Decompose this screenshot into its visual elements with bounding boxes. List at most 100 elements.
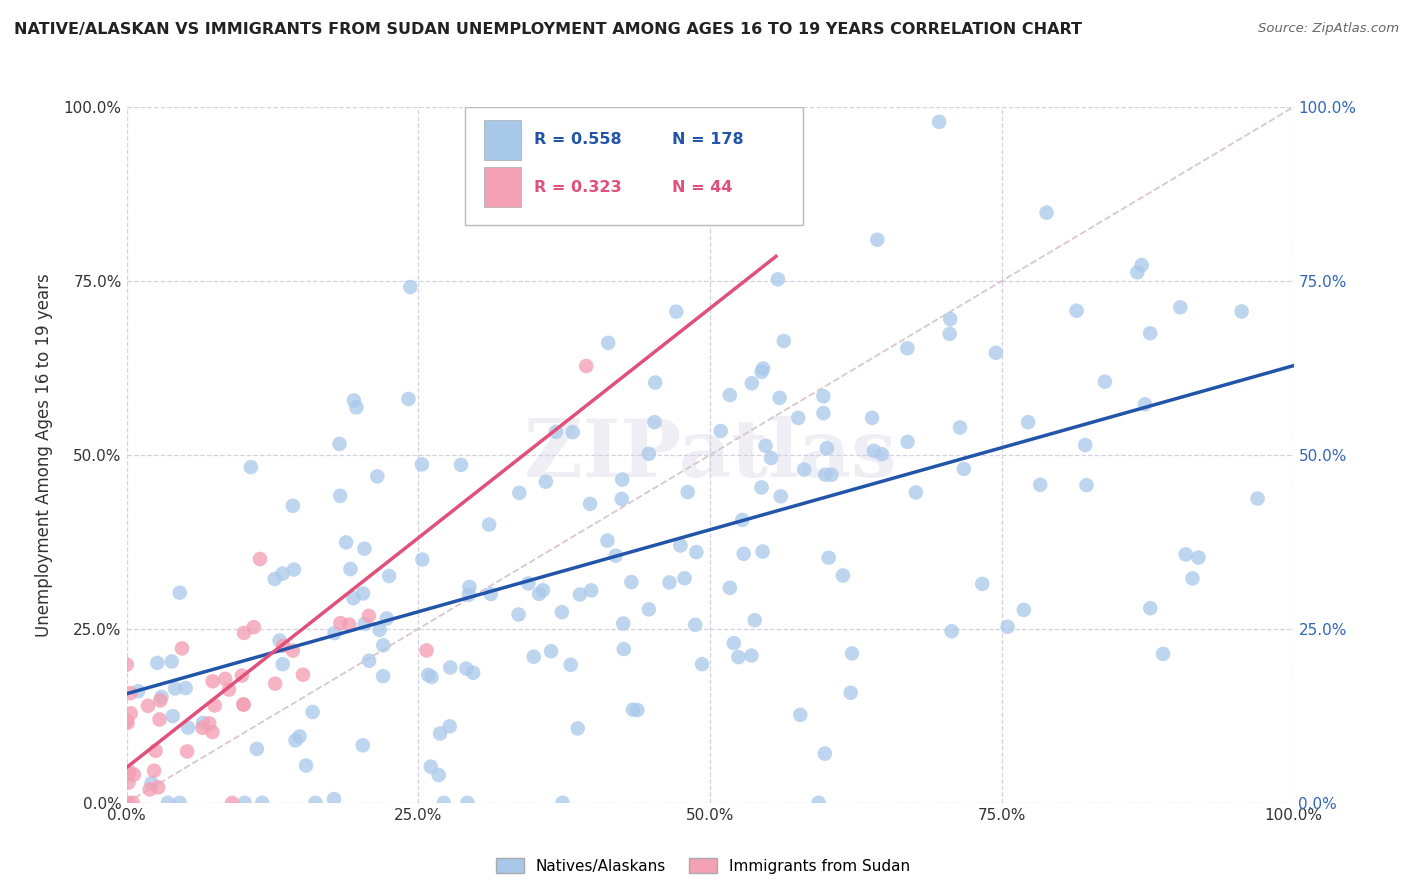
Point [568,587,591,601]
Point [596,533,619,548]
Point [1029,477,1052,491]
Point [579,583,602,598]
Point [398,392,420,406]
Point [281,643,304,657]
Point [839,686,862,700]
Point [815,442,838,456]
Point [685,545,707,559]
Point [458,580,481,594]
Point [344,401,367,415]
Point [710,424,733,438]
Point [626,703,648,717]
Point [479,587,502,601]
Point [860,410,883,425]
Point [1152,647,1174,661]
Point [368,623,391,637]
Point [544,425,567,439]
Point [117,775,139,789]
Point [169,796,191,810]
Point [139,782,162,797]
Point [233,796,256,810]
Point [162,709,184,723]
Text: R = 0.558: R = 0.558 [534,132,621,147]
Point [605,549,627,563]
Point [427,768,450,782]
Point [820,467,842,482]
Point [612,473,634,487]
Point [817,550,839,565]
Point [508,486,530,500]
Point [271,657,294,672]
Point [176,744,198,758]
Point [939,312,962,326]
Point [233,626,256,640]
Point [352,739,374,753]
Point [523,649,546,664]
Point [335,535,357,549]
Point [793,462,815,476]
Point [399,280,422,294]
Point [141,776,163,790]
Point [242,620,264,634]
Point [1066,303,1088,318]
Point [252,796,274,810]
Point [1094,375,1116,389]
Point [456,796,478,810]
Point [866,233,889,247]
Point [685,618,707,632]
Point [411,552,433,566]
Point [1133,397,1156,411]
Point [1076,478,1098,492]
Point [752,361,775,376]
Point [620,575,643,590]
Point [288,729,311,743]
Point [841,647,863,661]
Point [517,576,540,591]
Point [598,335,620,350]
FancyBboxPatch shape [484,167,522,207]
Point [673,571,696,585]
Point [163,681,186,696]
Point [145,744,167,758]
Point [733,547,755,561]
Point [249,552,271,566]
Point [579,497,602,511]
Point [136,698,159,713]
Point [371,669,394,683]
Point [269,633,291,648]
Point [148,780,170,795]
Point [769,391,792,405]
Point [283,562,305,576]
Point [169,585,191,599]
Point [420,670,443,684]
Point [941,624,963,639]
Point [231,668,253,682]
Point [342,591,364,606]
Point [353,541,375,556]
Point [146,656,169,670]
Point [160,655,183,669]
Point [613,642,636,657]
Point [418,668,440,682]
Point [621,703,644,717]
Point [997,620,1019,634]
Point [218,682,240,697]
Point [343,393,366,408]
Point [863,443,886,458]
Point [284,733,307,747]
Point [117,766,139,780]
Point [115,714,138,728]
Point [304,796,326,810]
Text: ZIPatlas: ZIPatlas [524,416,896,494]
Point [232,698,254,712]
Point [239,460,262,475]
Point [610,491,633,506]
Point [204,698,226,713]
Point [540,644,562,658]
Point [353,616,375,631]
Point [551,605,574,619]
Point [478,517,501,532]
Point [174,681,197,695]
Point [575,359,598,373]
Point [375,611,398,625]
